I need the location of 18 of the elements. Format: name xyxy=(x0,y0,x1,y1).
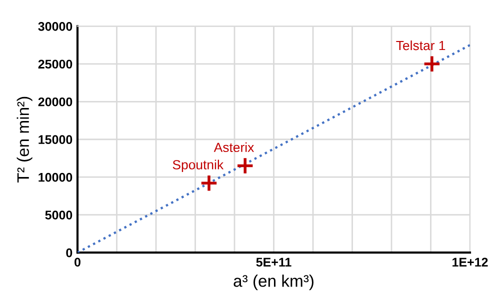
y-tick-label: 5000 xyxy=(45,210,72,220)
annotation: Telstar 1 xyxy=(396,40,446,50)
y-tick-label: 20000 xyxy=(38,97,72,106)
y-tick-label: 15000 xyxy=(38,135,72,144)
y-axis-title: T² (en min²) xyxy=(16,96,32,183)
point xyxy=(236,156,254,175)
y-tick-label: 25000 xyxy=(38,60,72,69)
y-tick-label: 0 xyxy=(66,248,72,258)
point xyxy=(200,174,218,192)
point xyxy=(422,54,441,73)
x-tick-label: 1E+12 xyxy=(452,258,488,266)
x-axis-title: a³ (en km³) xyxy=(234,274,314,290)
annotation: Spoutnik xyxy=(172,160,224,172)
x-tick-label: 0 xyxy=(74,258,80,267)
y-tick-label: 10000 xyxy=(38,172,72,182)
y-tick-label: 30000 xyxy=(38,22,72,31)
annotation: Asterix xyxy=(214,142,254,152)
x-tick-label: 5E+11 xyxy=(256,258,292,267)
